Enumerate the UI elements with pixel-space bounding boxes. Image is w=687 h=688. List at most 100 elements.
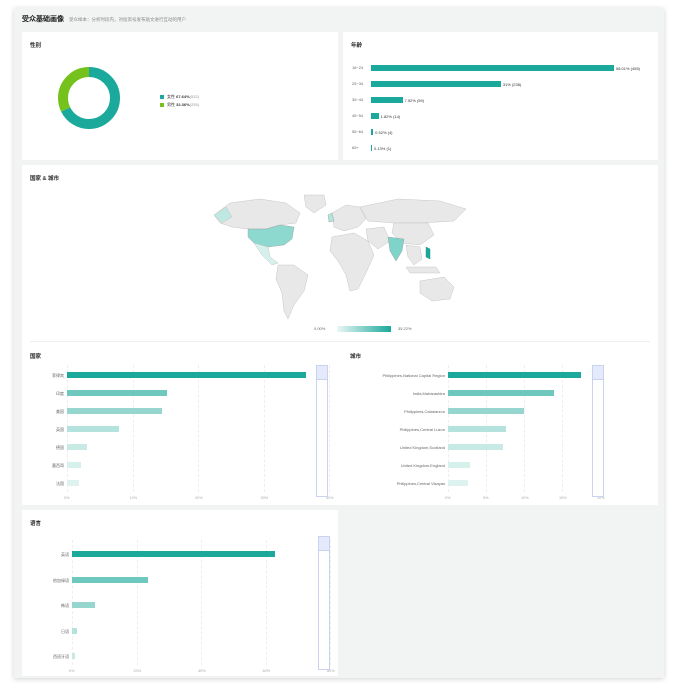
- age-bar[interactable]: [371, 81, 501, 87]
- country-bar[interactable]: [67, 390, 168, 396]
- age-value-label: 0.52% (4): [375, 130, 393, 135]
- page-title: 受众基础画像: [22, 16, 64, 23]
- scroll-handle[interactable]: [317, 366, 327, 380]
- age-title: 年龄: [351, 43, 363, 49]
- map-region-alaska[interactable]: [213, 206, 233, 224]
- country-bar[interactable]: [67, 426, 120, 432]
- world-map[interactable]: [208, 193, 472, 323]
- language-bar[interactable]: [72, 551, 276, 557]
- language-category-label: 韩语: [61, 603, 69, 608]
- country-gridline: [198, 365, 199, 492]
- country-bar[interactable]: [67, 462, 82, 468]
- city-bar[interactable]: [448, 408, 524, 414]
- language-tick-label: 60%: [262, 669, 271, 673]
- map-region-canada[interactable]: [213, 198, 301, 230]
- country-chart-scrollbar[interactable]: [316, 365, 328, 497]
- country-category-label: 美国: [56, 409, 64, 414]
- country-bar-chart: 0% 10% 20% 30% 40% 菲律宾 印度 美国 英国 德国 墨西哥 法国: [22, 165, 340, 505]
- map-region-southeast-asia[interactable]: [405, 244, 423, 266]
- map-region-russia[interactable]: [359, 198, 467, 224]
- language-bar[interactable]: [72, 627, 77, 634]
- language-bar[interactable]: [72, 653, 75, 659]
- country-bar[interactable]: [67, 480, 80, 486]
- map-region-uk[interactable]: [327, 212, 335, 223]
- country-tick-label: 40%: [326, 496, 334, 500]
- city-gridline: [562, 365, 563, 492]
- language-gridline: [265, 540, 267, 665]
- city-bar[interactable]: [448, 390, 555, 396]
- language-category-label: 西班牙语: [53, 654, 69, 659]
- map-gradient-legend[interactable]: [337, 326, 391, 332]
- legend-label: 男性: [167, 102, 175, 107]
- map-region-middle-east[interactable]: [365, 226, 391, 250]
- map-region-usa[interactable]: [247, 224, 295, 248]
- map-region-india[interactable]: [387, 236, 405, 262]
- legend-count: (532): [189, 94, 200, 99]
- country-bar[interactable]: [67, 372, 307, 378]
- language-bar[interactable]: [72, 602, 96, 608]
- map-range-max: 35.22%: [398, 326, 412, 331]
- country-tick-label: 20%: [195, 496, 203, 500]
- gender-donut-chart[interactable]: [57, 66, 121, 130]
- city-category-label: Philippines,Calabarzon: [404, 409, 445, 414]
- city-tick-label: 15%: [559, 496, 567, 500]
- age-value-label: 1.82% (14): [380, 114, 401, 119]
- gender-card: 性别 女性 67.64%(532) 男性 32.36%(255): [22, 32, 338, 160]
- city-category-label: Philippines,National Capital Region: [382, 373, 445, 378]
- country-gridline: [329, 365, 330, 492]
- language-tick-label: 40%: [198, 669, 206, 673]
- city-bar-chart: 0% 5% 10% 15% 20% Philippines,National Capita…: [340, 165, 658, 505]
- map-region-indonesia[interactable]: [405, 266, 441, 274]
- country-category-label: 德国: [56, 445, 64, 450]
- scroll-handle[interactable]: [593, 366, 603, 380]
- country-category-label: 菲律宾: [52, 373, 64, 378]
- language-tick-label: 80%: [327, 669, 335, 673]
- city-bar[interactable]: [448, 444, 504, 450]
- legend-swatch-female: [160, 95, 164, 99]
- country-tick-label: 10%: [129, 496, 138, 500]
- map-region-australia[interactable]: [419, 276, 455, 302]
- city-category-label: India,Maharashtra: [412, 391, 445, 396]
- language-gridline: [201, 540, 202, 665]
- country-gridline: [132, 365, 134, 492]
- country-bar[interactable]: [67, 408, 162, 414]
- map-region-south-america[interactable]: [275, 264, 309, 320]
- age-bar[interactable]: [371, 65, 614, 71]
- map-region-greenland[interactable]: [303, 194, 327, 214]
- age-bar[interactable]: [371, 129, 374, 135]
- city-title: 城市: [350, 354, 362, 360]
- language-gridline: [136, 540, 138, 665]
- city-category-label: United Kingdom,Scotland: [399, 445, 445, 450]
- city-bar[interactable]: [448, 462, 471, 468]
- age-label: 45~54: [352, 113, 364, 118]
- age-label: 65+: [352, 145, 359, 150]
- scroll-handle[interactable]: [319, 537, 329, 551]
- age-label: 35~44: [352, 97, 364, 102]
- language-title: 语言: [30, 521, 42, 527]
- age-bar[interactable]: [371, 113, 379, 119]
- age-bar[interactable]: [371, 97, 403, 103]
- language-tick-label: 0%: [69, 669, 75, 673]
- country-category-label: 英国: [56, 427, 64, 432]
- country-category-label: 墨西哥: [52, 463, 64, 468]
- map-region-europe[interactable]: [331, 204, 367, 232]
- age-value-label: 31% (238): [502, 82, 522, 87]
- age-bar[interactable]: [371, 145, 372, 151]
- map-region-philippines[interactable]: [425, 246, 431, 260]
- country-gridline: [263, 365, 265, 492]
- city-chart-scrollbar[interactable]: [592, 365, 604, 497]
- language-category-label: 他加禄语: [53, 577, 69, 583]
- dashboard-frame: 受众基础画像 受众样本：分析时段内，对投资号发布贴文进行互动的用户 性别 女性 6…: [14, 8, 664, 678]
- city-bar[interactable]: [448, 372, 581, 378]
- city-bar[interactable]: [448, 480, 468, 486]
- section-divider: [30, 341, 650, 342]
- language-bar[interactable]: [72, 576, 148, 583]
- page-subtitle: 受众样本：分析时段内，对投资号发布贴文进行互动的用户: [69, 17, 186, 22]
- map-region-mexico[interactable]: [253, 242, 279, 266]
- language-chart-scrollbar[interactable]: [318, 536, 330, 670]
- donut-slice-male[interactable]: [58, 67, 120, 129]
- city-bar[interactable]: [448, 426, 506, 432]
- map-region-africa[interactable]: [329, 232, 375, 292]
- country-bar[interactable]: [67, 444, 88, 450]
- city-tick-label: 20%: [597, 496, 605, 500]
